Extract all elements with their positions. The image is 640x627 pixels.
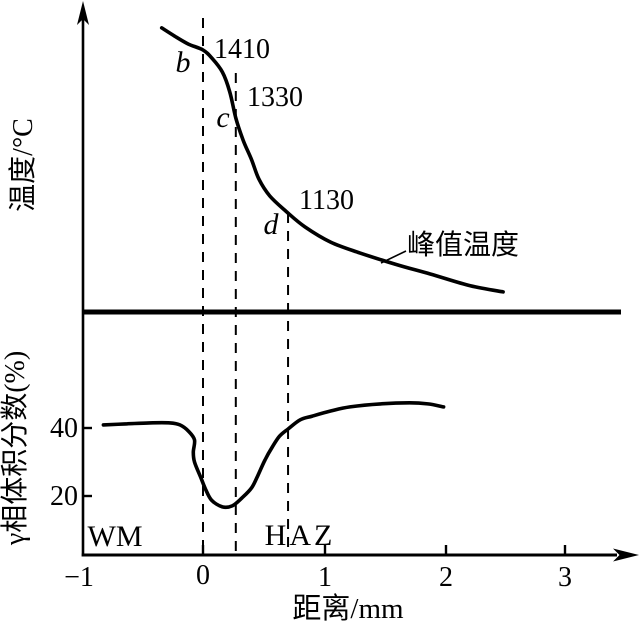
point-c-temperature: 1330 [247, 82, 303, 113]
x-tick-0-label: 0 [196, 560, 210, 591]
point-d-label: d [264, 208, 280, 241]
gamma-panel: γ相体积分数(%) 40 20 WM HAZ [0, 351, 446, 553]
x-axis-title: 距离/mm [292, 592, 404, 625]
x-tick-1-label: 1 [318, 562, 332, 593]
x-tick-minus1-label: −1 [64, 562, 94, 593]
gamma-axis-title: γ相体积分数(%) [0, 351, 31, 546]
peak-temperature-annotation: 峰值温度 [407, 229, 519, 261]
region-haz-label: HAZ [265, 519, 336, 552]
y-axis-arrow-icon [77, 1, 89, 25]
point-b-temperature: 1410 [214, 34, 270, 65]
x-axis-arrow-icon [613, 548, 639, 562]
region-wm-label: WM [88, 520, 143, 553]
point-d-temperature: 1130 [299, 185, 354, 216]
x-axis-ticks: −1 0 1 2 3 距离/mm [64, 545, 572, 625]
peak-temperature-curve [159, 26, 505, 294]
point-c-label: c [216, 101, 229, 134]
x-tick-3-label: 3 [558, 562, 572, 593]
point-b-label: b [176, 46, 191, 79]
temperature-panel: 温度/°C b 1410 c 1330 d 1130 峰值温度 [7, 26, 519, 294]
temperature-axis-title: 温度/°C [7, 118, 39, 212]
y-tick-40-label: 40 [50, 413, 78, 444]
gamma-fraction-curve [101, 401, 446, 510]
y-tick-20-label: 20 [50, 481, 78, 512]
peak-temperature-leader-line [380, 250, 407, 264]
x-tick-2-label: 2 [439, 562, 453, 593]
axes [77, 1, 639, 562]
